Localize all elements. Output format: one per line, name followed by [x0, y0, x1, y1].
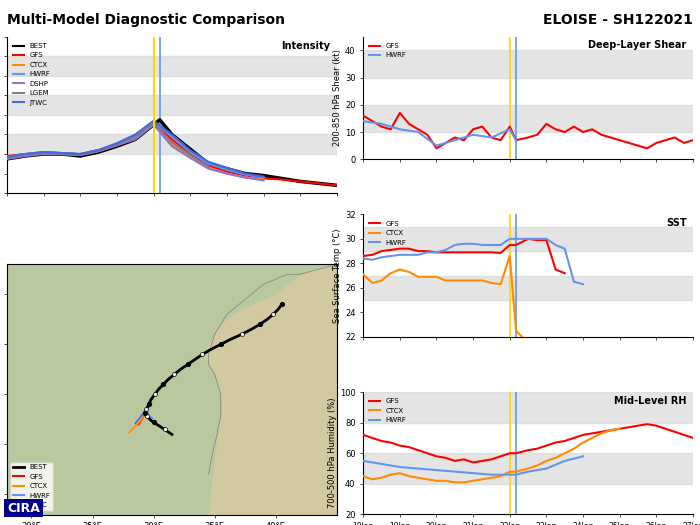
Legend: GFS, HWRF: GFS, HWRF: [367, 40, 409, 61]
Y-axis label: 200-850 hPa Shear (kt): 200-850 hPa Shear (kt): [333, 49, 342, 146]
Bar: [363, 392, 693, 423]
Text: Mid-Level RH: Mid-Level RH: [614, 396, 687, 406]
Legend: GFS, CTCX, HWRF: GFS, CTCX, HWRF: [367, 395, 409, 426]
Point: [149, 390, 160, 398]
Point: [182, 360, 193, 369]
Text: CIRA: CIRA: [7, 501, 40, 514]
Point: [254, 320, 265, 329]
Bar: [363, 276, 693, 300]
Point: [215, 340, 226, 349]
Point: [139, 409, 150, 417]
Bar: [7, 96, 337, 115]
Point: [182, 360, 193, 369]
Point: [158, 380, 169, 388]
Point: [148, 418, 159, 427]
Text: SST: SST: [666, 218, 687, 228]
Bar: [363, 105, 693, 132]
Point: [169, 370, 180, 379]
Point: [139, 409, 150, 417]
Point: [141, 405, 152, 414]
Legend: GFS, CTCX, HWRF: GFS, CTCX, HWRF: [367, 218, 409, 248]
Point: [276, 300, 288, 309]
Text: Intensity: Intensity: [281, 41, 330, 51]
Polygon shape: [7, 264, 337, 514]
Text: Deep-Layer Shear: Deep-Layer Shear: [588, 40, 687, 50]
Bar: [7, 56, 337, 76]
Point: [236, 330, 247, 339]
Point: [143, 400, 154, 408]
Polygon shape: [7, 264, 337, 514]
Bar: [363, 453, 693, 484]
Point: [148, 418, 159, 427]
Point: [143, 400, 154, 408]
Point: [159, 425, 170, 434]
Y-axis label: Sea Surface Temp (°C): Sea Surface Temp (°C): [333, 228, 342, 323]
Legend: BEST, GFS, CTCX, HWRF, JTWC: BEST, GFS, CTCX, HWRF, JTWC: [10, 461, 53, 511]
Point: [158, 380, 169, 388]
Point: [142, 412, 153, 421]
Point: [267, 310, 279, 319]
Y-axis label: 700-500 hPa Humidity (%): 700-500 hPa Humidity (%): [328, 398, 337, 509]
Point: [276, 300, 288, 309]
Point: [215, 340, 226, 349]
Point: [254, 320, 265, 329]
Bar: [363, 227, 693, 251]
Legend: BEST, GFS, CTCX, HWRF, DSHP, LGEM, JTWC: BEST, GFS, CTCX, HWRF, DSHP, LGEM, JTWC: [10, 40, 53, 109]
Point: [197, 350, 208, 359]
Text: ELOISE - SH122021: ELOISE - SH122021: [543, 13, 693, 27]
Bar: [363, 50, 693, 78]
Bar: [7, 134, 337, 154]
Text: Multi-Model Diagnostic Comparison: Multi-Model Diagnostic Comparison: [7, 13, 285, 27]
